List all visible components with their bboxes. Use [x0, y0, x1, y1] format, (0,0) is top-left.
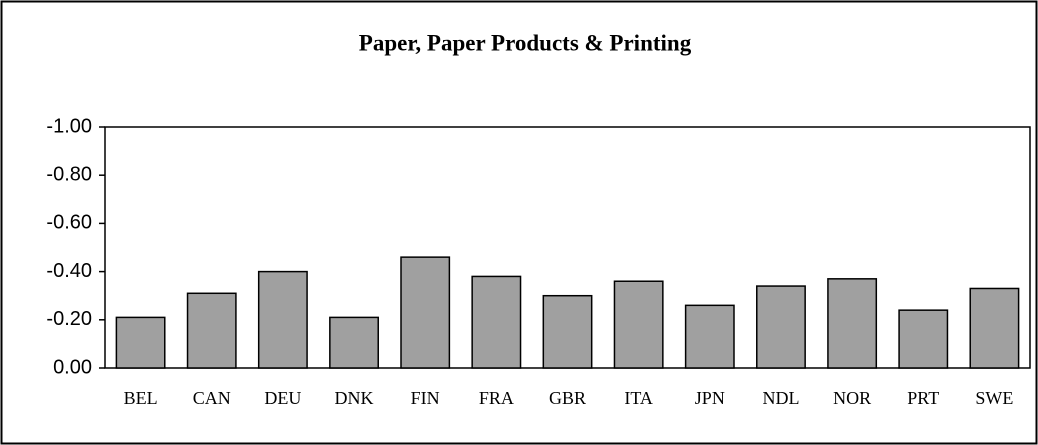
x-tick-label: DNK — [335, 388, 374, 408]
y-tick-label: -0.60 — [46, 212, 92, 234]
bar — [329, 316, 379, 369]
bar — [400, 256, 451, 369]
bar — [613, 280, 664, 369]
x-tick-label: JPN — [695, 388, 725, 408]
x-tick-label: SWE — [975, 388, 1013, 408]
bar — [898, 309, 949, 369]
x-tick-label: GBR — [549, 388, 586, 408]
bar — [827, 278, 878, 369]
x-tick-label: CAN — [193, 388, 231, 408]
x-tick-label: FRA — [479, 388, 514, 408]
bar — [115, 316, 166, 369]
bar — [186, 292, 237, 369]
x-tick-label: NDL — [762, 388, 799, 408]
x-tick-label: NOR — [833, 388, 871, 408]
x-tick-label: ITA — [624, 388, 653, 408]
bar — [471, 275, 522, 369]
bar — [542, 294, 593, 369]
x-tick-label: BEL — [124, 388, 158, 408]
y-tick-label: -1.00 — [46, 115, 92, 137]
y-tick-label: -0.80 — [46, 163, 92, 185]
bar — [684, 304, 735, 369]
bar — [756, 285, 806, 369]
bar — [969, 287, 1020, 369]
y-tick-label: -0.40 — [46, 260, 92, 282]
x-tick-label: FIN — [411, 388, 440, 408]
y-tick-label: -0.20 — [46, 308, 92, 330]
y-tick-label: 0.00 — [53, 356, 92, 378]
chart-title: Paper, Paper Products & Printing — [359, 30, 692, 55]
x-tick-label: DEU — [264, 388, 301, 408]
x-tick-label: PRT — [907, 388, 939, 408]
bar — [257, 270, 308, 369]
